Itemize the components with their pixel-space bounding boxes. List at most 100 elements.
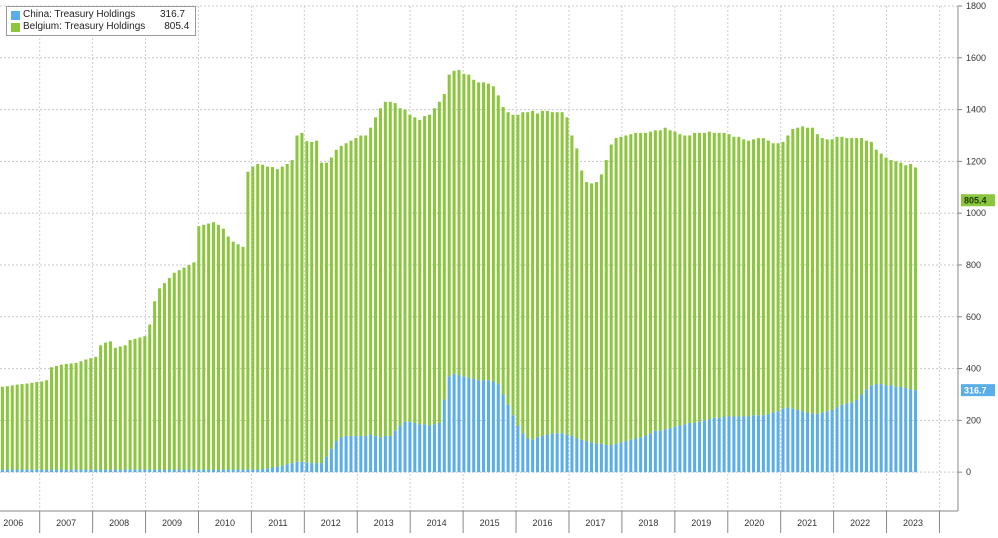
bar-belgium [457, 69, 461, 376]
bar-china [275, 466, 279, 473]
bar-belgium [354, 138, 358, 436]
bar-belgium [747, 140, 751, 417]
x-tick-label: 2020 [744, 518, 764, 528]
bar-china [423, 424, 427, 473]
bar-belgium [50, 367, 54, 470]
bar-china [810, 413, 814, 473]
bar-belgium [35, 382, 39, 470]
legend-item-belgium: Belgium: Treasury Holdings 805.4 [11, 21, 189, 33]
bar-belgium [432, 108, 436, 425]
bar-china [806, 412, 810, 473]
bar-china [531, 439, 535, 473]
bar-belgium [693, 132, 697, 423]
bar-belgium [15, 384, 19, 470]
bar-china [246, 469, 250, 473]
bar-belgium [202, 224, 206, 470]
bar-china [727, 416, 731, 473]
bar-china [786, 407, 790, 473]
bar-belgium [359, 135, 363, 436]
bar-belgium [845, 138, 849, 404]
bar-china [413, 422, 417, 473]
legend-value-china: 316.7 [159, 9, 185, 20]
bar-belgium [727, 134, 731, 417]
bar-belgium [40, 381, 44, 470]
bar-china [516, 425, 520, 473]
bar-china [128, 469, 132, 473]
bar-china [879, 384, 883, 473]
bar-china [207, 469, 211, 473]
bar-belgium [511, 114, 515, 416]
x-tick-label: 2008 [109, 518, 129, 528]
bar-china [506, 404, 510, 473]
bar-china [428, 425, 432, 473]
x-tick-label: 2015 [480, 518, 500, 528]
bar-belgium [123, 345, 127, 470]
y-tick-label: 600 [966, 312, 981, 322]
bar-belgium [388, 101, 392, 436]
bar-china [702, 420, 706, 473]
bar-china [825, 411, 829, 473]
x-tick-label: 2006 [3, 518, 23, 528]
bar-china [791, 408, 795, 473]
bar-belgium [207, 223, 211, 470]
bar-belgium [634, 132, 638, 439]
bar-china [364, 435, 368, 473]
bar-belgium [10, 385, 14, 470]
bar-china [560, 433, 564, 473]
bar-china [653, 430, 657, 473]
bar-china [634, 438, 638, 473]
bar-china [648, 433, 652, 473]
bar-belgium [285, 163, 289, 465]
bar-belgium [526, 112, 530, 439]
bar-china [324, 456, 328, 473]
bar-belgium [104, 342, 108, 470]
bar-belgium [619, 136, 623, 443]
bar-china [50, 469, 54, 473]
bar-china [172, 469, 176, 473]
bar-belgium [408, 114, 412, 422]
bar-belgium [663, 127, 667, 430]
bar-belgium [462, 73, 466, 377]
bar-china [550, 433, 554, 473]
bar-belgium [737, 136, 741, 417]
bar-china [835, 407, 839, 473]
y-tick-label: 1400 [966, 105, 986, 115]
bar-belgium [781, 141, 785, 409]
y-tick-label: 1000 [966, 208, 986, 218]
bar-belgium [118, 346, 122, 470]
bar-belgium [256, 163, 260, 470]
bar-china [369, 434, 373, 473]
bar-china [761, 415, 765, 473]
bar-belgium [668, 130, 672, 429]
bar-belgium [84, 359, 88, 470]
bar-china [752, 415, 756, 473]
last-value-label-china-bg [961, 384, 995, 397]
bar-belgium [133, 338, 137, 470]
bar-belgium [879, 153, 883, 385]
bar-china [383, 435, 387, 473]
bar-china [599, 443, 603, 473]
bar-china [914, 390, 918, 473]
bar-belgium [216, 224, 220, 470]
bar-china [94, 469, 98, 473]
bar-china [624, 441, 628, 473]
bar-china [432, 424, 436, 473]
bar-belgium [761, 138, 765, 416]
bar-belgium [74, 362, 78, 470]
bar-belgium [860, 138, 864, 395]
bar-china [349, 435, 353, 473]
bar-belgium [20, 384, 24, 470]
bar-belgium [653, 130, 657, 431]
legend-value-belgium: 805.4 [164, 21, 190, 32]
bar-china [5, 469, 9, 473]
bar-belgium [143, 336, 147, 470]
bar-china [590, 442, 594, 473]
bar-belgium [290, 160, 294, 464]
bar-china [845, 403, 849, 473]
x-tick-label: 2010 [215, 518, 235, 528]
bar-china [771, 412, 775, 473]
bar-belgium [329, 157, 333, 449]
y-tick-label: 400 [966, 364, 981, 374]
bar-belgium [820, 138, 824, 413]
